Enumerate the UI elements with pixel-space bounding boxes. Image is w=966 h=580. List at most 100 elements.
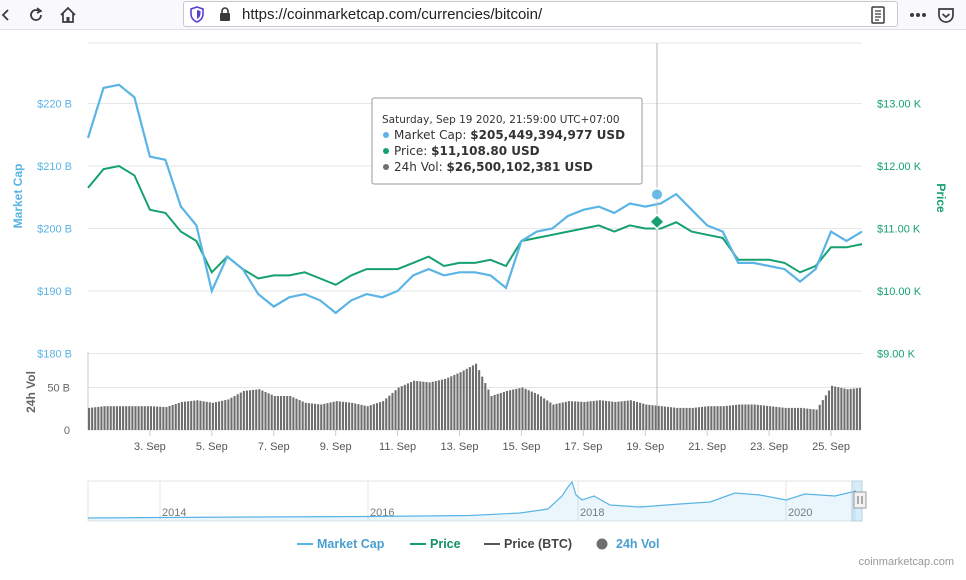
price-chart[interactable]: $180 B $9.00 K $190 B $10.00 K $200 B $11.00 … (0, 30, 966, 575)
legend-price-btc[interactable]: Price (BTC) (484, 537, 572, 551)
volume-bar (673, 407, 676, 430)
volume-bar (855, 388, 858, 430)
volume-bar (688, 407, 691, 430)
volume-bar (341, 401, 344, 430)
tooltip-row: Market Cap: $205,449,394,977 USD (394, 128, 625, 142)
legend-market-cap[interactable]: Market Cap (297, 537, 385, 551)
volume-bar (153, 406, 156, 430)
pocket-icon[interactable] (934, 3, 958, 27)
volume-bar (314, 403, 317, 430)
volume-bar (320, 404, 323, 430)
volume-bar (753, 404, 756, 430)
volume-bar (530, 391, 533, 430)
volume-bar (267, 393, 270, 430)
volume-bar (762, 405, 766, 430)
volume-bar (177, 402, 180, 430)
volume-bar (292, 397, 295, 430)
volume-bar (744, 404, 747, 430)
volume-bar (645, 404, 648, 430)
volume-bar (471, 365, 475, 430)
volume-bar (283, 396, 286, 430)
volume-bar (549, 402, 552, 430)
volume-bar (180, 401, 183, 430)
volume-bar (738, 404, 741, 430)
market-cap-line (86, 83, 863, 315)
volume-bar (391, 392, 394, 430)
tracking-shield-icon[interactable] (189, 6, 205, 28)
volume-bar (428, 382, 431, 430)
volume-bar (840, 387, 843, 430)
volume-bar (202, 401, 205, 430)
volume-bar (521, 387, 524, 430)
navigator-year-label: 2018 (580, 507, 604, 519)
volume-bar (183, 401, 187, 430)
volume-bar (97, 406, 100, 430)
volume-bar (276, 396, 279, 430)
reload-icon[interactable] (24, 3, 48, 27)
volume-bar (258, 389, 261, 430)
legend-price[interactable]: Price (410, 537, 461, 551)
volume-bar (515, 388, 518, 430)
volume-bar (413, 380, 416, 430)
volume-bar (326, 403, 329, 430)
right-axis-title: Price (934, 183, 948, 213)
volume-bar (199, 400, 202, 430)
volume-bar (307, 403, 310, 430)
volume-bar (375, 403, 379, 430)
volume-bar (264, 391, 267, 430)
y-tick-label-right: $9.00 K (877, 349, 916, 361)
volume-bar (527, 390, 530, 430)
navigator-area (88, 482, 856, 521)
volume-bar (796, 407, 800, 430)
x-tick-label: 19. Sep (626, 441, 664, 453)
legend-24h-vol[interactable]: 24h Vol (596, 537, 660, 551)
lock-icon[interactable] (218, 7, 232, 27)
volume-bar (660, 406, 663, 430)
url-text: https://coinmarketcap.com/currencies/bit… (242, 6, 543, 23)
volume-bar (577, 401, 580, 430)
legend-label: Price (BTC) (504, 537, 572, 551)
volume-bar (632, 401, 635, 430)
volume-bar (425, 382, 428, 430)
volume-bar (775, 406, 778, 430)
volume-bar (304, 402, 307, 430)
volume-bar (156, 406, 159, 430)
back-icon[interactable] (0, 3, 18, 27)
volume-bar (453, 374, 456, 430)
volume-bar (242, 390, 245, 430)
x-tick-label: 25. Sep (812, 441, 850, 453)
volume-bar (759, 405, 762, 430)
chart-canvas[interactable]: $180 B $9.00 K $190 B $10.00 K $200 B $11.00 … (0, 30, 966, 575)
y-tick-label-left: $180 B (37, 349, 72, 361)
volume-bar (704, 406, 707, 430)
volume-bar (366, 406, 369, 430)
volume-bar (524, 388, 527, 430)
volume-bar (88, 407, 91, 430)
volume-bar (676, 407, 679, 430)
volume-bar (793, 407, 796, 430)
volume-bar (165, 407, 168, 430)
volume-bar (444, 379, 447, 430)
address-bar[interactable]: https://coinmarketcap.com/currencies/bit… (183, 1, 898, 27)
volume-bar (214, 402, 218, 430)
home-icon[interactable] (56, 3, 80, 27)
volume-bar (431, 381, 434, 430)
volume-bar (750, 404, 753, 430)
volume-bar (540, 396, 543, 430)
y-tick-label-right: $13.00 K (877, 99, 922, 111)
volume-bar (580, 401, 583, 430)
volume-bar (295, 398, 298, 430)
volume-bar (849, 388, 852, 430)
volume-bar (357, 404, 360, 430)
x-tick-label: 15. Sep (502, 441, 540, 453)
volume-bar (168, 406, 171, 430)
volume-bar (543, 398, 546, 430)
volume-bar (115, 406, 118, 430)
volume-bar (394, 390, 397, 430)
overflow-menu-icon[interactable] (906, 3, 930, 27)
x-tick-label: 17. Sep (564, 441, 602, 453)
y-tick-label-left: $220 B (37, 99, 72, 111)
volume-bar (496, 393, 499, 430)
volume-bar (558, 403, 561, 430)
reader-view-icon[interactable] (866, 3, 890, 27)
